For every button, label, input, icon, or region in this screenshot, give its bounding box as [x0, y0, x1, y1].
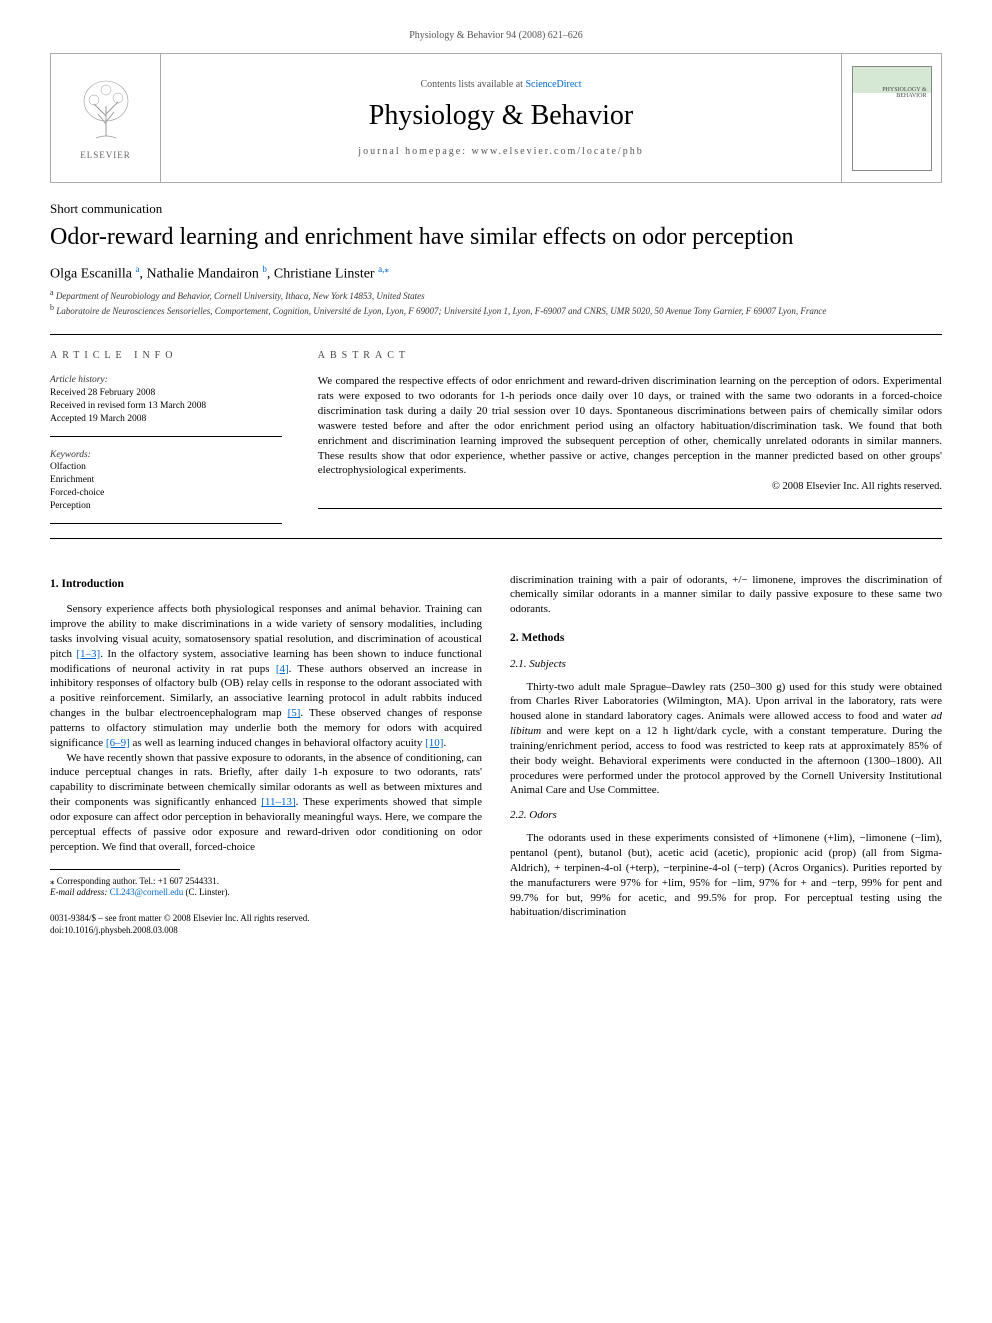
history-revised: Received in revised form 13 March 2008 — [50, 400, 282, 413]
section-1-heading: 1. Introduction — [50, 577, 482, 593]
article-history-block: Article history: Received 28 February 20… — [50, 374, 282, 436]
history-accepted: Accepted 19 March 2008 — [50, 413, 282, 426]
abstract-text: We compared the respective effects of od… — [318, 374, 942, 509]
section-2-2-heading: 2.2. Odors — [510, 808, 942, 823]
intro-para-3-continued: discrimination training with a pair of o… — [510, 573, 942, 618]
keyword-item: Perception — [50, 500, 282, 513]
cover-thumbnail: PHYSIOLOGY & BEHAVIOR — [841, 54, 941, 182]
intro-para-1: Sensory experience affects both physiolo… — [50, 602, 482, 750]
contents-prefix: Contents lists available at — [420, 79, 525, 90]
affiliation-b: Laboratoire de Neurosciences Sensorielle… — [56, 306, 826, 316]
cover-image: PHYSIOLOGY & BEHAVIOR — [852, 66, 932, 171]
footer-meta: 0031-9384/$ – see front matter © 2008 El… — [50, 913, 482, 936]
ref-link[interactable]: [4] — [276, 663, 289, 675]
info-abstract-row: ARTICLE INFO Article history: Received 2… — [50, 334, 942, 539]
cover-title-text: PHYSIOLOGY & BEHAVIOR — [853, 87, 927, 100]
keywords-block: Keywords: Olfaction Enrichment Forced-ch… — [50, 449, 282, 524]
odors-para: The odorants used in these experiments c… — [510, 831, 942, 920]
journal-homepage-line: journal homepage: www.elsevier.com/locat… — [358, 146, 643, 157]
subjects-para: Thirty-two adult male Sprague–Dawley rat… — [510, 680, 942, 799]
ref-link[interactable]: [5] — [288, 707, 301, 719]
abstract-copyright: © 2008 Elsevier Inc. All rights reserved… — [318, 480, 942, 494]
keywords-label: Keywords: — [50, 449, 282, 462]
corresponding-author-footnote: ⁎ Corresponding author. Tel.: +1 607 254… — [50, 876, 482, 899]
author-list: Olga Escanilla a, Nathalie Mandairon b, … — [50, 264, 942, 283]
keyword-item: Olfaction — [50, 461, 282, 474]
email-suffix: (C. Linster). — [185, 887, 229, 897]
issn-line: 0031-9384/$ – see front matter © 2008 El… — [50, 913, 482, 925]
ref-link[interactable]: [6–9] — [106, 737, 130, 749]
elsevier-tree-icon — [76, 76, 136, 146]
keyword-item: Forced-choice — [50, 487, 282, 500]
elsevier-label: ELSEVIER — [80, 150, 131, 160]
article-info-heading: ARTICLE INFO — [50, 349, 282, 363]
section-2-1-heading: 2.1. Subjects — [510, 657, 942, 672]
keyword-item: Enrichment — [50, 474, 282, 487]
corr-author-line: ⁎ Corresponding author. Tel.: +1 607 254… — [50, 876, 482, 888]
article-title: Odor-reward learning and enrichment have… — [50, 223, 942, 252]
homepage-url: www.elsevier.com/locate/phb — [472, 146, 644, 157]
abstract-heading: ABSTRACT — [318, 349, 942, 363]
history-received: Received 28 February 2008 — [50, 387, 282, 400]
ref-link[interactable]: [1–3] — [76, 648, 100, 660]
footnote-separator — [50, 869, 180, 870]
journal-center: Contents lists available at ScienceDirec… — [161, 54, 841, 182]
journal-name: Physiology & Behavior — [369, 100, 633, 132]
running-head: Physiology & Behavior 94 (2008) 621–626 — [50, 30, 942, 41]
history-label: Article history: — [50, 374, 282, 387]
section-2-heading: 2. Methods — [510, 631, 942, 647]
elsevier-logo: ELSEVIER — [51, 54, 161, 182]
doi-line: doi:10.1016/j.physbeh.2008.03.008 — [50, 925, 482, 937]
ref-link[interactable]: [10] — [425, 737, 443, 749]
affiliation-a: Department of Neurobiology and Behavior,… — [56, 291, 425, 301]
intro-para-2: We have recently shown that passive expo… — [50, 751, 482, 855]
article-info-column: ARTICLE INFO Article history: Received 2… — [50, 335, 300, 538]
body-text: 1. Introduction Sensory experience affec… — [50, 573, 942, 937]
homepage-prefix: journal homepage: — [358, 146, 471, 157]
abstract-column: ABSTRACT We compared the respective effe… — [300, 335, 942, 538]
ref-link[interactable]: [11–13] — [261, 796, 295, 808]
contents-available-line: Contents lists available at ScienceDirec… — [420, 79, 581, 90]
affiliations: a Department of Neurobiology and Behavio… — [50, 288, 942, 317]
journal-header-box: ELSEVIER Contents lists available at Sci… — [50, 53, 942, 183]
email-label: E-mail address: — [50, 887, 107, 897]
article-type: Short communication — [50, 201, 942, 217]
sciencedirect-link[interactable]: ScienceDirect — [525, 79, 581, 90]
corr-email-link[interactable]: CL243@cornell.edu — [110, 887, 184, 897]
abstract-text-content: We compared the respective effects of od… — [318, 375, 942, 476]
